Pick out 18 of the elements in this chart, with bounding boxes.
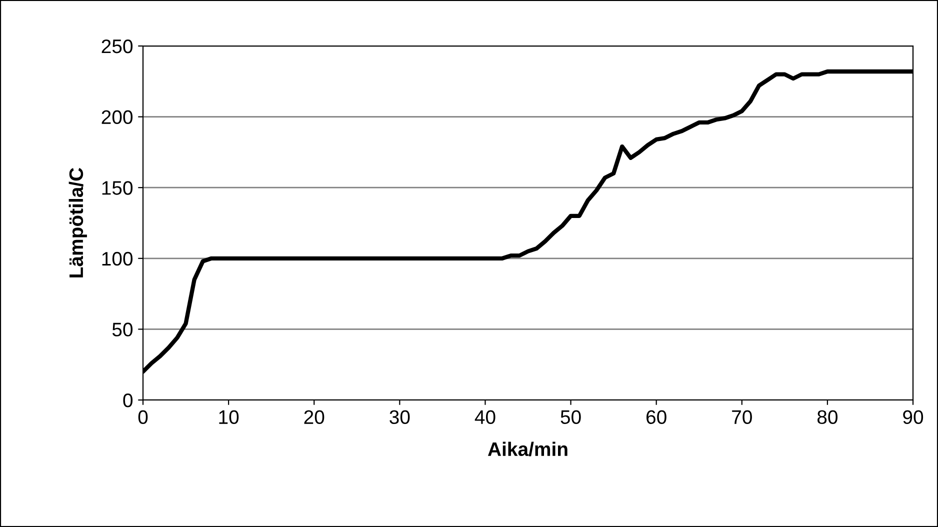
y-axis-title: Lämpötila/C [68, 168, 87, 278]
x-tick-label: 20 [304, 410, 324, 424]
y-tick-label: 150 [102, 181, 133, 195]
x-tick-label: 10 [219, 410, 239, 424]
y-tick-label: 250 [102, 39, 133, 54]
x-tick-label: 30 [390, 410, 410, 424]
x-tick-label: 50 [560, 410, 581, 424]
y-tick-label: 0 [123, 393, 133, 408]
x-tick-label: 40 [474, 410, 496, 424]
x-tick-label: 80 [817, 410, 838, 424]
x-axis-title: Aika/min [488, 442, 568, 456]
y-tick-label: 100 [102, 252, 133, 266]
x-tick-label: 70 [732, 410, 752, 424]
y-tick-label: 200 [102, 110, 133, 124]
x-tick-label: 60 [646, 410, 666, 424]
x-tick-label: 0 [138, 410, 148, 424]
y-tick-label: 50 [112, 322, 133, 336]
x-tick-label: 90 [903, 410, 924, 424]
